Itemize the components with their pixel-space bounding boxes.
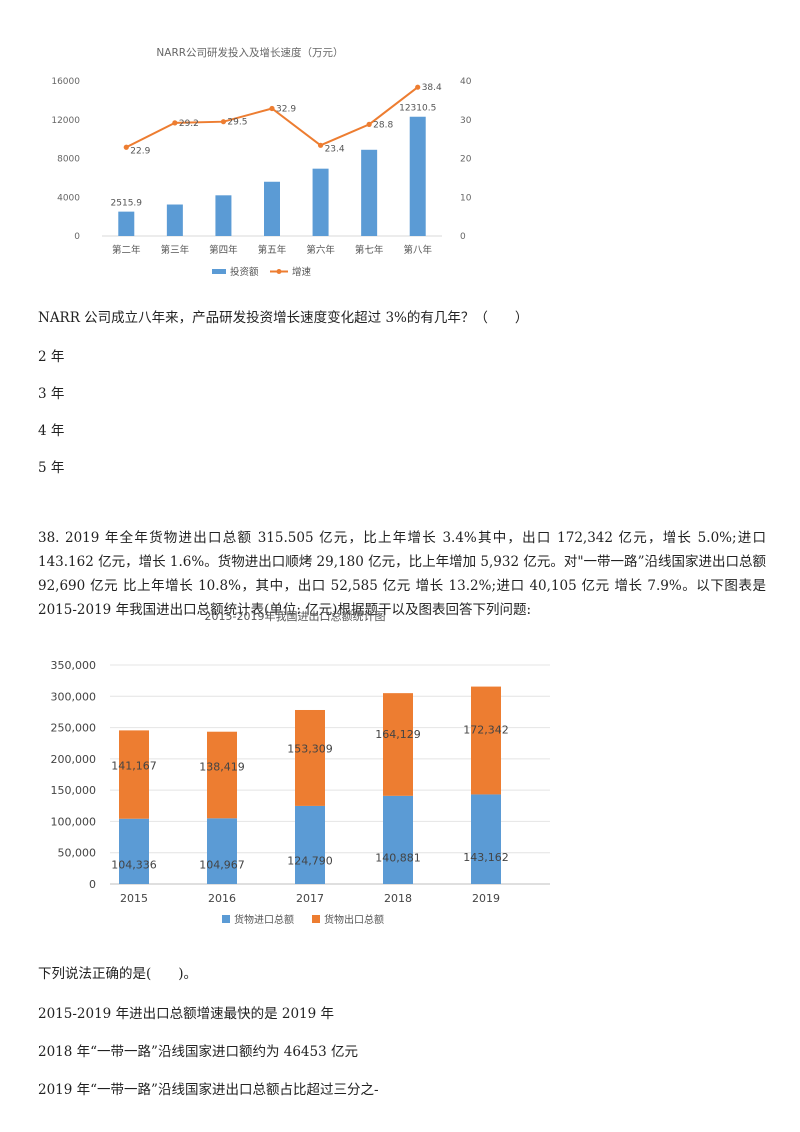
chart2-export-bar xyxy=(119,730,149,819)
chart1-right-tick: 20 xyxy=(460,155,472,165)
question-1-option-b[interactable]: 3 年 xyxy=(38,386,65,402)
legend-swatch-investment xyxy=(212,269,226,274)
legend-label-export: 货物出口总额 xyxy=(324,913,384,926)
chart1-right-tick: 30 xyxy=(460,116,472,126)
chart1-x-label: 第七年 xyxy=(355,244,384,256)
question-1-option-d[interactable]: 5 年 xyxy=(38,460,65,476)
legend-label-import: 货物进口总额 xyxy=(234,913,294,926)
chart1-growth-label: 29.5 xyxy=(227,118,247,128)
chart1-growth-label: 22.9 xyxy=(130,146,150,156)
chart2-y-tick: 350,000 xyxy=(51,659,97,672)
chart1-title: NARR公司研发投入及增长速度（万元） xyxy=(156,46,343,59)
legend-swatch-import xyxy=(222,915,230,923)
chart2-y-tick: 100,000 xyxy=(51,815,97,828)
chart1-x-label: 第八年 xyxy=(403,244,432,256)
chart2-legend: 货物进口总额 货物出口总额 xyxy=(222,913,384,926)
question-38-paragraph: 38. 2019 年全年货物进出口总额 315.505 亿元，比上年增长 3.4… xyxy=(38,530,766,618)
chart2-data-label: 153,309 xyxy=(287,742,333,755)
chart2-data-label: 164,129 xyxy=(375,728,421,741)
chart1-growth-point xyxy=(123,144,129,150)
chart2-x-label: 2018 xyxy=(384,892,412,905)
chart2-data-label: 138,419 xyxy=(199,760,245,773)
chart2-data-label: 104,336 xyxy=(111,858,157,871)
chart2-x-label: 2016 xyxy=(208,892,236,905)
chart1-x-label: 第四年 xyxy=(209,244,238,256)
chart2-data-label: 140,881 xyxy=(375,852,421,865)
question-38-option-a[interactable]: 2015-2019 年进出口总额增速最快的是 2019 年 xyxy=(38,1006,335,1022)
chart2-data-label: 143,162 xyxy=(463,851,509,864)
chart1-bar xyxy=(215,195,232,236)
question-38-option-c[interactable]: 2019 年“一带一路”沿线国家进出口总额占比超过三分之- xyxy=(38,1082,379,1098)
chart1-right-tick: 0 xyxy=(460,232,466,242)
question-1-option-a[interactable]: 2 年 xyxy=(38,349,65,365)
chart1-left-tick: 0 xyxy=(74,232,80,242)
chart1-growth-point xyxy=(269,105,275,112)
legend-label-growth: 增速 xyxy=(292,266,312,278)
chart1-x-label: 第二年 xyxy=(112,244,141,256)
chart2-import-bar xyxy=(207,818,237,884)
chart2-export-bar xyxy=(471,686,501,795)
chart1-growth-point xyxy=(220,119,227,125)
chart1-right-tick: 10 xyxy=(460,193,472,203)
chart1-legend: 投资额 增速 xyxy=(212,266,312,278)
chart1-growth-label: 28.8 xyxy=(373,120,393,130)
chart1-bar xyxy=(312,168,329,236)
chart1-growth-label: 32.9 xyxy=(276,105,296,115)
chart1-bar xyxy=(409,116,426,236)
chart1-growth-label: 29.2 xyxy=(179,119,199,129)
chart2-y-tick: 300,000 xyxy=(51,690,97,703)
legend-marker-growth xyxy=(276,269,282,274)
chart1-right-tick: 40 xyxy=(460,77,472,87)
chart1-growth-label: 38.4 xyxy=(422,83,442,93)
chart2-data-label: 172,342 xyxy=(463,724,509,737)
chart2-import-bar xyxy=(119,818,149,884)
chart2-import-bar xyxy=(383,795,413,884)
chart1-left-tick: 16000 xyxy=(51,77,80,87)
chart1-x-label: 第三年 xyxy=(161,244,190,256)
chart1-bar-label: 12310.5 xyxy=(399,104,436,114)
chart1-growth-point xyxy=(172,120,178,126)
chart1-bar xyxy=(166,204,183,236)
chart1-growth-label: 23.4 xyxy=(325,144,345,154)
legend-swatch-export xyxy=(312,915,320,923)
chart2-import-bar xyxy=(295,805,325,884)
chart2-import-bar xyxy=(471,794,501,884)
chart2-export-bar xyxy=(383,693,413,796)
chart2-y-tick: 0 xyxy=(89,878,96,891)
chart2-data-label: 104,967 xyxy=(199,858,245,871)
question-1-stem: NARR 公司成立八年来，产品研发投资增长速度变化超过 3%的有几年？（ ） xyxy=(38,310,529,326)
chart1-growth-line xyxy=(125,86,419,149)
chart2-data-label: 141,167 xyxy=(111,760,157,773)
chart1-bar xyxy=(264,181,280,236)
chart2-data-label: 124,790 xyxy=(287,855,333,868)
chart1-x-label: 第六年 xyxy=(306,244,335,256)
chart1-bar xyxy=(361,149,378,236)
trade-total-chart: 2015-2019年我国进出口总额统计图 0 50,000 100,000 150,0… xyxy=(51,609,550,926)
chart2-x-label: 2015 xyxy=(120,892,148,905)
chart2-export-bar xyxy=(207,731,237,819)
question-38-option-b[interactable]: 2018 年“一带一路”沿线国家进口额约为 46453 亿元 xyxy=(38,1044,358,1060)
rd-investment-chart: NARR公司研发投入及增长速度（万元） 0400080001200016000 … xyxy=(51,46,472,278)
chart1-x-label: 第五年 xyxy=(258,244,287,256)
chart2-x-label: 2017 xyxy=(296,892,324,905)
chart2-export-bar xyxy=(295,709,325,806)
chart2-title: 2015-2019年我国进出口总额统计图 xyxy=(205,609,386,623)
chart2-x-label: 2019 xyxy=(472,892,500,905)
question-38-stem: 下列说法正确的是( )。 xyxy=(38,966,198,982)
chart1-left-tick: 12000 xyxy=(51,116,80,126)
legend-label-investment: 投资额 xyxy=(230,266,259,278)
chart1-growth-point xyxy=(366,121,372,127)
chart2-y-tick: 150,000 xyxy=(51,784,97,797)
chart2-y-tick: 250,000 xyxy=(51,722,97,735)
chart1-left-tick: 4000 xyxy=(57,193,80,203)
chart1-left-tick: 8000 xyxy=(57,155,80,165)
chart1-bar xyxy=(118,211,135,236)
question-1-option-c[interactable]: 4 年 xyxy=(38,423,65,439)
chart2-y-tick: 200,000 xyxy=(51,753,97,766)
chart2-y-tick: 50,000 xyxy=(58,847,97,860)
chart1-growth-point xyxy=(317,142,324,148)
chart1-bar-label: 2515.9 xyxy=(111,199,143,209)
chart1-growth-point xyxy=(415,84,421,90)
